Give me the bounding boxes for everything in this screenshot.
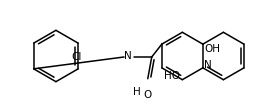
Text: O: O: [144, 89, 152, 99]
Text: HO: HO: [164, 70, 180, 80]
Text: N: N: [124, 51, 132, 60]
Text: H: H: [133, 86, 141, 96]
Text: Cl: Cl: [71, 52, 81, 61]
Text: OH: OH: [205, 44, 221, 54]
Text: N: N: [204, 59, 212, 69]
